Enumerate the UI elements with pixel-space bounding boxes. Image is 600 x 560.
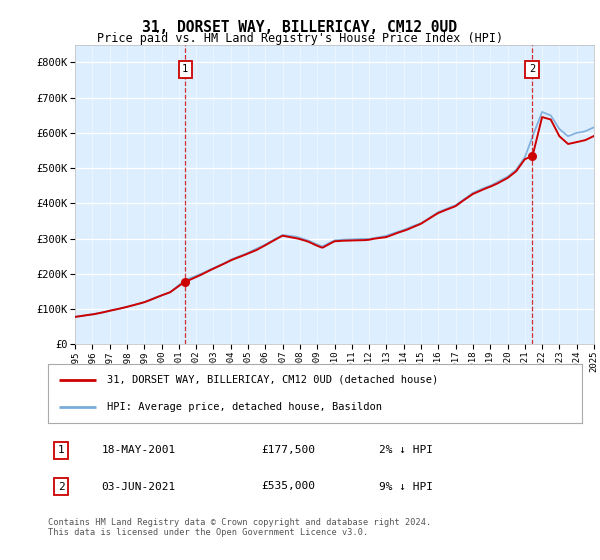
Text: 1: 1 bbox=[58, 445, 65, 455]
Text: 9% ↓ HPI: 9% ↓ HPI bbox=[379, 482, 433, 492]
Text: 31, DORSET WAY, BILLERICAY, CM12 0UD (detached house): 31, DORSET WAY, BILLERICAY, CM12 0UD (de… bbox=[107, 375, 438, 385]
Text: 03-JUN-2021: 03-JUN-2021 bbox=[101, 482, 176, 492]
Text: Contains HM Land Registry data © Crown copyright and database right 2024.
This d: Contains HM Land Registry data © Crown c… bbox=[48, 518, 431, 538]
Text: 1: 1 bbox=[182, 64, 188, 74]
Text: 2% ↓ HPI: 2% ↓ HPI bbox=[379, 445, 433, 455]
Text: 31, DORSET WAY, BILLERICAY, CM12 0UD: 31, DORSET WAY, BILLERICAY, CM12 0UD bbox=[143, 20, 458, 35]
Text: £535,000: £535,000 bbox=[262, 482, 316, 492]
Text: £177,500: £177,500 bbox=[262, 445, 316, 455]
Text: Price paid vs. HM Land Registry's House Price Index (HPI): Price paid vs. HM Land Registry's House … bbox=[97, 32, 503, 45]
Text: HPI: Average price, detached house, Basildon: HPI: Average price, detached house, Basi… bbox=[107, 402, 382, 412]
Text: 2: 2 bbox=[58, 482, 65, 492]
Text: 2: 2 bbox=[529, 64, 535, 74]
Text: 18-MAY-2001: 18-MAY-2001 bbox=[101, 445, 176, 455]
